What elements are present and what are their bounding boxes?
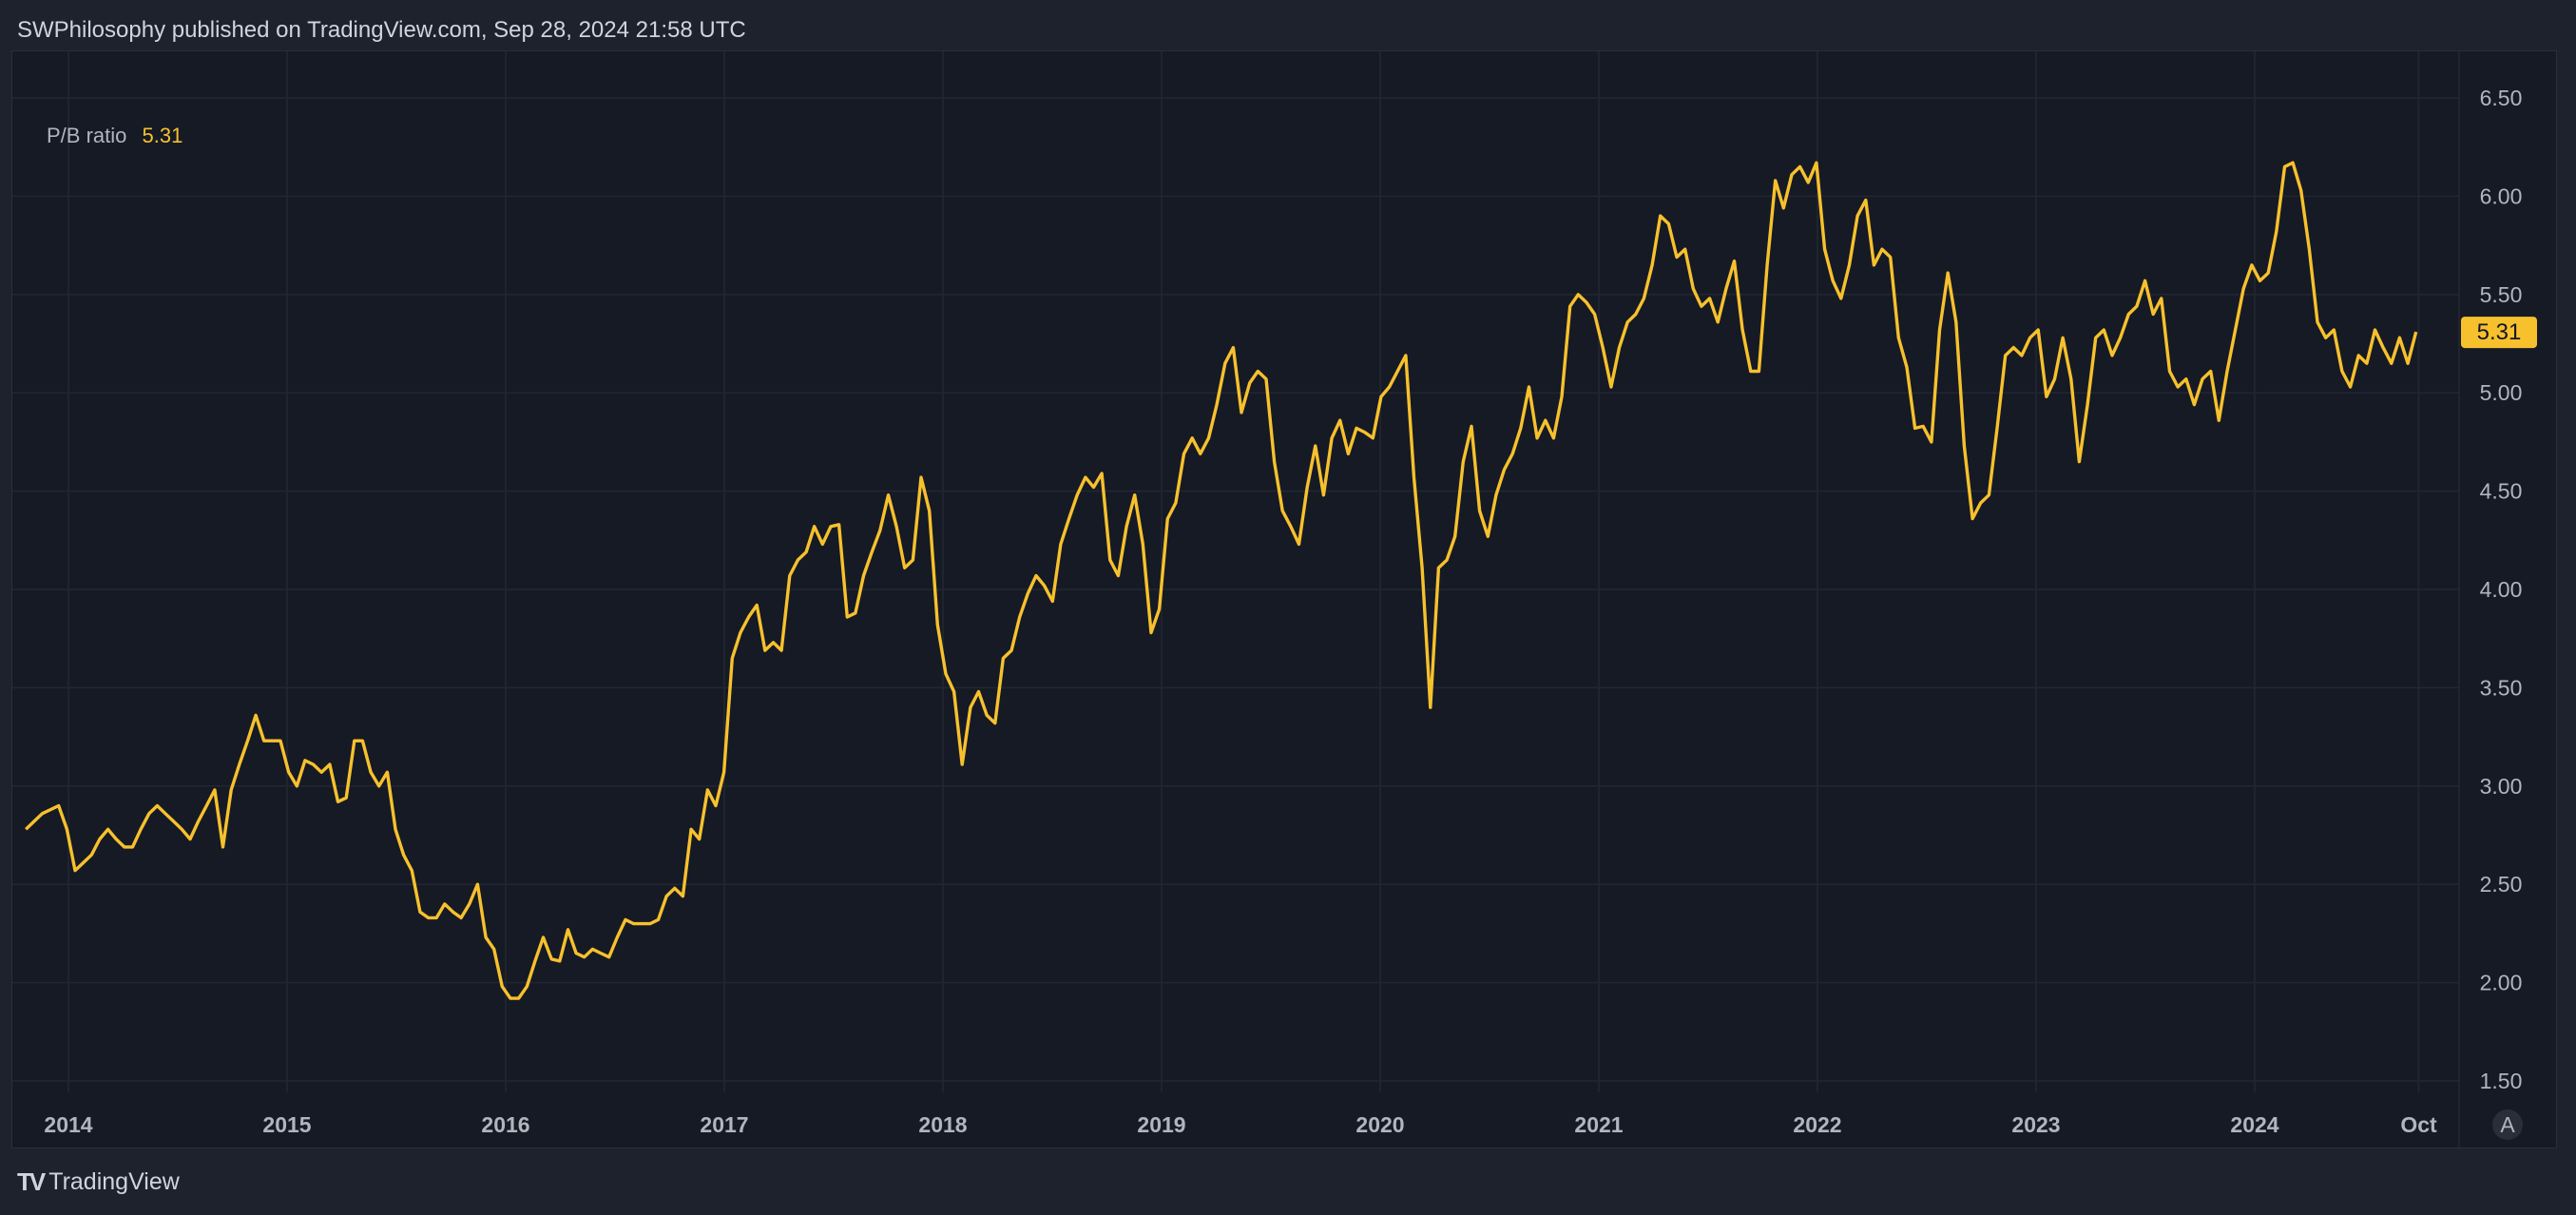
x-tick-label: 2023 — [2011, 1112, 2060, 1137]
auto-scale-button[interactable]: A — [2492, 1109, 2523, 1140]
legend-series-value: 5.31 — [142, 124, 183, 147]
y-tick-label: 6.50 — [2480, 86, 2523, 110]
footer-brand[interactable]: TV TradingView — [17, 1167, 180, 1197]
price-axis: 1.50 2.00 2.50 3.00 3.50 4.00 4.50 5.00 5.50 6.00… — [2480, 86, 2523, 1093]
pb-ratio-chart[interactable]: 2014 2015 2016 2017 2018 2019 2020 2021 2022 2023… — [12, 51, 2558, 1149]
x-tick-label: 2017 — [700, 1112, 748, 1137]
y-tick-label: 2.50 — [2480, 872, 2523, 897]
y-tick-label: 2.00 — [2480, 971, 2523, 995]
x-tick-label: 2019 — [1137, 1112, 1185, 1137]
series-legend: P/B ratio 5.31 — [47, 124, 183, 148]
x-tick-label: 2016 — [481, 1112, 529, 1137]
x-tick-label: 2024 — [2230, 1112, 2278, 1137]
x-tick-label: 2021 — [1574, 1112, 1623, 1137]
x-tick-label: 2022 — [1793, 1112, 1841, 1137]
x-tick-label: 2018 — [918, 1112, 967, 1137]
svg-text:A: A — [2500, 1112, 2515, 1137]
y-tick-label: 6.00 — [2480, 183, 2523, 208]
brand-name: TradingView — [48, 1168, 180, 1195]
svg-text:5.31: 5.31 — [2477, 319, 2522, 345]
y-tick-label: 4.00 — [2480, 577, 2523, 602]
y-tick-label: 3.00 — [2480, 774, 2523, 799]
series-line-pb-ratio — [25, 161, 2418, 1000]
y-tick-label: 3.50 — [2480, 675, 2523, 700]
tradingview-logo-icon: TV — [17, 1167, 46, 1196]
y-tick-label: 4.50 — [2480, 479, 2523, 504]
y-tick-label: 1.50 — [2480, 1069, 2523, 1093]
x-tick-label: Oct — [2400, 1112, 2437, 1137]
x-tick-label: 2015 — [262, 1112, 311, 1137]
y-tick-label: 5.50 — [2480, 282, 2523, 307]
publish-header: SWPhilosophy published on TradingView.co… — [17, 17, 746, 43]
last-value-label: 5.31 — [2461, 317, 2537, 349]
grid — [12, 51, 2459, 1092]
x-tick-label: 2020 — [1355, 1112, 1404, 1137]
x-tick-label: 2014 — [44, 1112, 92, 1137]
y-tick-label: 5.00 — [2480, 380, 2523, 405]
legend-series-name: P/B ratio — [47, 124, 127, 147]
time-axis: 2014 2015 2016 2017 2018 2019 2020 2021 2022 2023… — [44, 1112, 2437, 1137]
chart-pane[interactable]: 2014 2015 2016 2017 2018 2019 2020 2021 2022 2023… — [11, 50, 2558, 1149]
